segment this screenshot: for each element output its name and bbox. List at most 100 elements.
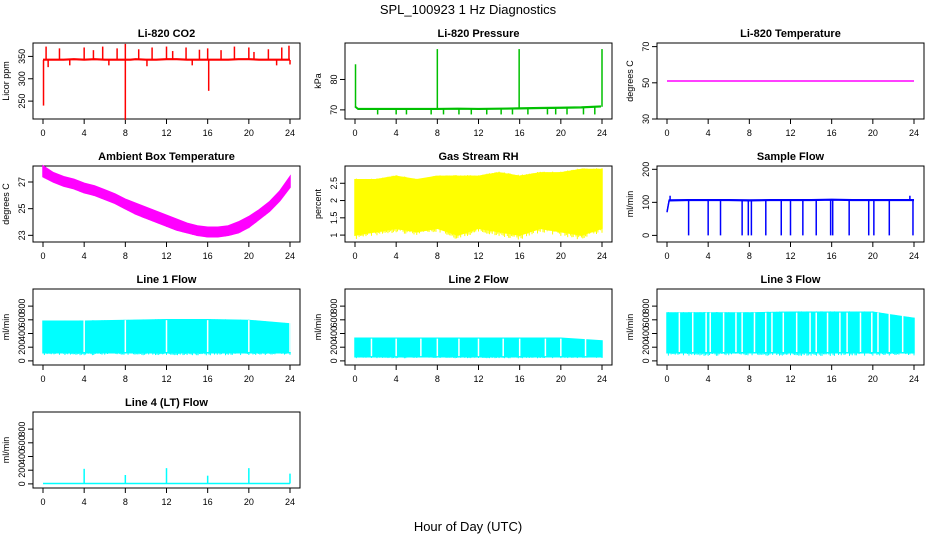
panel-5: Sample Flow ml/min 0 100 200 0 4 8 12 16 20 24: [625, 151, 925, 261]
y-axis-label: kPa: [313, 73, 323, 89]
x-tick-label: 4: [706, 374, 711, 384]
x-tick-label: 4: [82, 251, 87, 261]
x-tick-label: 24: [909, 374, 919, 384]
x-tick-label: 16: [203, 374, 213, 384]
y-tick-label: 400: [17, 326, 27, 341]
y-tick-label: 400: [641, 326, 651, 341]
x-tick-label: 24: [285, 374, 295, 384]
x-tick-label: 20: [244, 374, 254, 384]
panel-title: Ambient Box Temperature: [98, 151, 235, 163]
x-tick-label: 4: [82, 497, 87, 507]
y-axis-label: ml/min: [1, 437, 11, 464]
y-tick-label: 350: [17, 49, 27, 64]
y-tick-label: 70: [641, 42, 651, 52]
x-tick-label: 20: [244, 251, 254, 261]
x-tick-label: 12: [161, 251, 171, 261]
x-tick-label: 4: [394, 374, 399, 384]
x-tick-label: 12: [161, 128, 171, 138]
x-tick-label: 20: [244, 497, 254, 507]
x-tick-label: 12: [785, 374, 795, 384]
panel-0: Li-820 CO2 Licor ppm 250 300 350 0 4 8 12 16 20 24: [1, 28, 301, 138]
figure-title: SPL_100923 1 Hz Diagnostics: [380, 2, 557, 17]
x-tick-label: 16: [515, 374, 525, 384]
y-tick-label: 100: [641, 195, 651, 210]
x-tick-label: 20: [868, 128, 878, 138]
x-tick-label: 24: [285, 497, 295, 507]
y-tick-label: 200: [641, 340, 651, 355]
panel-title: Line 1 Flow: [137, 274, 197, 286]
panel-title: Sample Flow: [757, 151, 825, 163]
y-axis-label: Licor ppm: [1, 61, 11, 101]
series-line: [354, 106, 602, 111]
x-tick-label: 8: [747, 374, 752, 384]
x-tick-label: 20: [556, 374, 566, 384]
y-tick-label: 800: [17, 422, 27, 437]
x-tick-label: 20: [868, 374, 878, 384]
y-tick-label: 23: [17, 230, 27, 240]
y-tick-label: 200: [17, 340, 27, 355]
x-tick-label: 8: [123, 251, 128, 261]
y-tick-label: 2: [329, 198, 339, 203]
x-tick-label: 0: [664, 374, 669, 384]
y-axis-label: degrees C: [625, 60, 635, 102]
y-tick-label: 0: [329, 358, 339, 363]
x-tick-label: 12: [473, 128, 483, 138]
series-line-noise: [43, 58, 290, 60]
x-tick-label: 0: [352, 251, 357, 261]
x-tick-label: 24: [597, 374, 607, 384]
x-tick-label: 12: [161, 374, 171, 384]
y-tick-label: 50: [641, 78, 651, 88]
x-tick-label: 24: [285, 128, 295, 138]
y-tick-label: 70: [329, 105, 339, 115]
panel-2: Li-820 Temperature degrees C 30 50 70 0 4 8 12 16…: [625, 28, 925, 138]
x-tick-label: 0: [352, 374, 357, 384]
x-tick-label: 8: [123, 374, 128, 384]
y-axis-label: percent: [313, 188, 323, 219]
y-tick-label: 0: [17, 358, 27, 363]
y-tick-label: 600: [329, 312, 339, 327]
panel-title: Li-820 Temperature: [740, 28, 841, 40]
panel-3: Ambient Box Temperature degrees C 23 25 27 0 4…: [1, 151, 301, 261]
x-tick-label: 12: [473, 374, 483, 384]
y-tick-label: 200: [641, 162, 651, 177]
y-tick-label: 400: [329, 326, 339, 341]
panel-1: Li-820 Pressure kPa 70 80 0 4 8 12 16 20 24: [313, 28, 613, 138]
y-tick-label: 800: [17, 299, 27, 314]
y-tick-label: 27: [17, 177, 27, 187]
y-tick-label: 600: [17, 435, 27, 450]
x-tick-label: 4: [706, 128, 711, 138]
y-tick-label: 30: [641, 114, 651, 124]
x-tick-label: 24: [597, 251, 607, 261]
y-tick-label: 0: [641, 233, 651, 238]
y-tick-label: 200: [329, 340, 339, 355]
x-tick-label: 16: [203, 128, 213, 138]
y-axis-label: ml/min: [313, 314, 323, 341]
y-axis-label: ml/min: [625, 314, 635, 341]
x-tick-label: 16: [203, 497, 213, 507]
panel-4: Gas Stream RH percent 1 1.5 2 2.5 0 4 8 12 16 20 24: [313, 151, 613, 261]
panel-title: Gas Stream RH: [438, 151, 518, 163]
x-tick-label: 8: [123, 128, 128, 138]
y-tick-label: 0: [641, 358, 651, 363]
y-tick-label: 200: [17, 463, 27, 478]
x-tick-label: 24: [909, 128, 919, 138]
figure-xlabel: Hour of Day (UTC): [414, 519, 522, 534]
x-tick-label: 16: [827, 251, 837, 261]
x-tick-label: 24: [909, 251, 919, 261]
x-tick-label: 4: [394, 251, 399, 261]
x-tick-label: 0: [40, 251, 45, 261]
y-tick-label: 25: [17, 204, 27, 214]
y-tick-label: 250: [17, 94, 27, 109]
y-axis-label: ml/min: [625, 191, 635, 218]
x-tick-label: 8: [123, 497, 128, 507]
y-tick-label: 2.5: [329, 177, 339, 190]
x-tick-label: 0: [40, 497, 45, 507]
x-tick-label: 12: [785, 251, 795, 261]
plot-frame: [32, 165, 301, 243]
x-tick-label: 0: [40, 128, 45, 138]
